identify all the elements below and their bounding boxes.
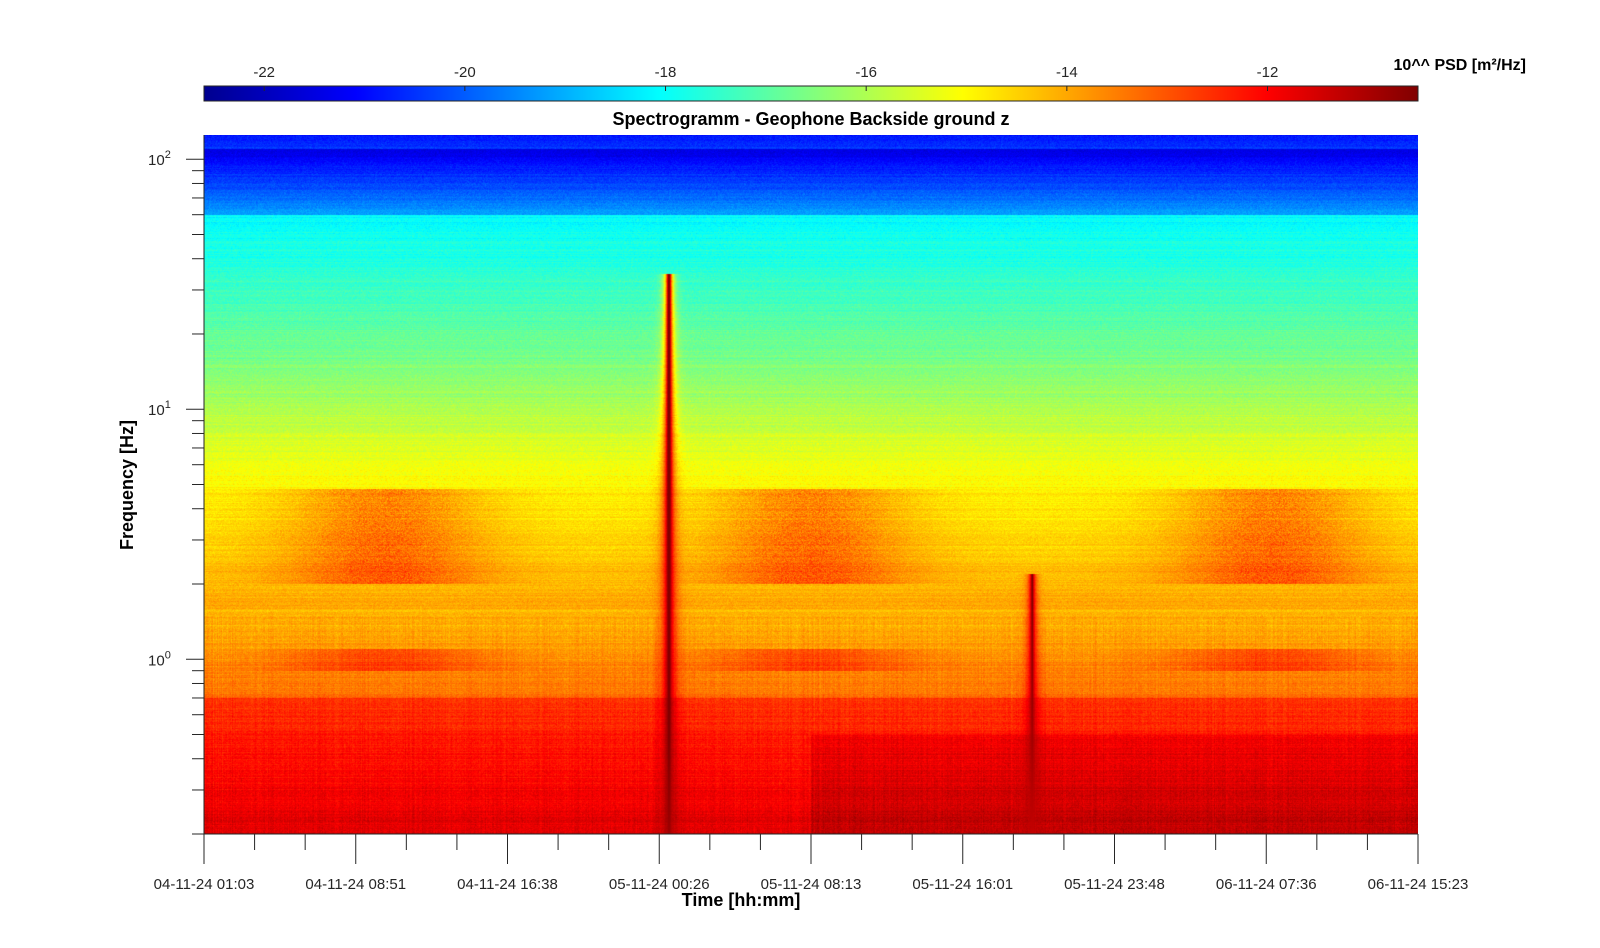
x-tick-label: 05-11-24 00:26 bbox=[609, 876, 710, 893]
y-tick-label: 100 bbox=[148, 649, 171, 669]
x-tick-label: 04-11-24 16:38 bbox=[457, 876, 558, 893]
y-tick-label: 101 bbox=[148, 399, 171, 419]
y-tick-label: 102 bbox=[148, 149, 171, 169]
chart-title: Spectrogramm - Geophone Backside ground … bbox=[612, 109, 1009, 129]
x-axis-label: Time [hh:mm] bbox=[682, 890, 801, 910]
plot-area bbox=[204, 135, 1418, 834]
x-tick-label: 05-11-24 23:48 bbox=[1064, 876, 1165, 893]
colorbar-tick-label: -18 bbox=[655, 64, 677, 81]
x-tick-label: 04-11-24 01:03 bbox=[154, 876, 255, 893]
y-axis-label: Frequency [Hz] bbox=[117, 420, 137, 550]
x-tick-label: 06-11-24 15:23 bbox=[1368, 876, 1469, 893]
x-tick-label: 04-11-24 08:51 bbox=[305, 876, 406, 893]
colorbar-tick-label: -12 bbox=[1257, 64, 1279, 81]
spectrogram-heatmap bbox=[204, 135, 1418, 834]
y-axis: 102 101 100 bbox=[148, 135, 205, 835]
x-axis: 04-11-24 01:03 04-11-24 08:51 04-11-24 16:… bbox=[154, 833, 1469, 893]
colorbar-tick-label: -14 bbox=[1056, 64, 1078, 81]
x-tick-label: 05-11-24 08:13 bbox=[761, 876, 862, 893]
x-tick-label: 05-11-24 16:01 bbox=[912, 876, 1013, 893]
colorbar-ticks: -22 -20 -18 -16 -14 -12 bbox=[253, 64, 1278, 91]
colorbar-label: 10^^ PSD [m²/Hz] bbox=[1394, 57, 1526, 74]
colorbar-tick-label: -16 bbox=[855, 64, 877, 81]
colorbar-gradient bbox=[203, 85, 1419, 102]
colorbar: -22 -20 -18 -16 -14 -12 10^^ PSD [m²/Hz] bbox=[203, 57, 1526, 102]
x-tick-label: 06-11-24 07:36 bbox=[1216, 876, 1317, 893]
colorbar-tick-label: -22 bbox=[253, 64, 275, 81]
colorbar-tick-label: -20 bbox=[454, 64, 476, 81]
